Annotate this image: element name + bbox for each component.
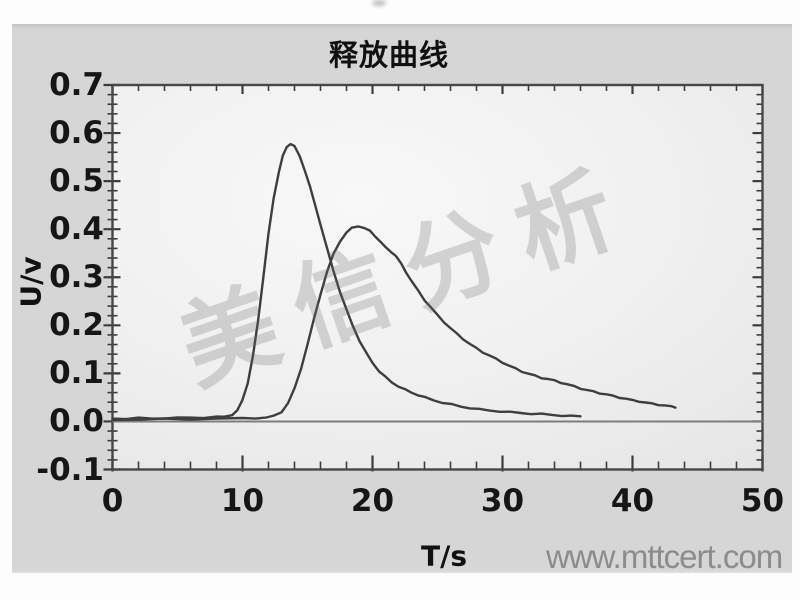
y-tick-label: 0.2 [49, 307, 104, 344]
x-tick-label: 0 [101, 483, 124, 519]
x-tick-label: 40 [610, 483, 655, 519]
x-axis-label: T/s [421, 539, 467, 573]
x-tick-label: 10 [220, 483, 265, 519]
plot-frame [111, 83, 764, 471]
broad-peak-curve [111, 225, 677, 422]
y-tick-label: 0.1 [49, 355, 104, 392]
x-tick-label: 20 [350, 483, 395, 519]
scan-artifact [372, 0, 386, 6]
y-tick-label: 0.5 [49, 163, 104, 200]
x-tick-label: 50 [740, 483, 785, 519]
sharp-peak-curve [111, 142, 582, 421]
plot-area [112, 85, 763, 470]
x-tick-label: 30 [480, 483, 525, 519]
site-watermark: www.mttcert.com [546, 538, 783, 575]
y-tick-label: -0.1 [36, 451, 104, 488]
y-tick-label: 0.6 [49, 115, 104, 152]
y-tick-label: 0.3 [49, 259, 104, 296]
chart-title: 释放曲线 [328, 38, 450, 72]
y-tick-label: 0.4 [49, 211, 104, 248]
y-tick-label: 0.0 [49, 403, 104, 440]
y-tick-label: 0.7 [49, 67, 104, 103]
